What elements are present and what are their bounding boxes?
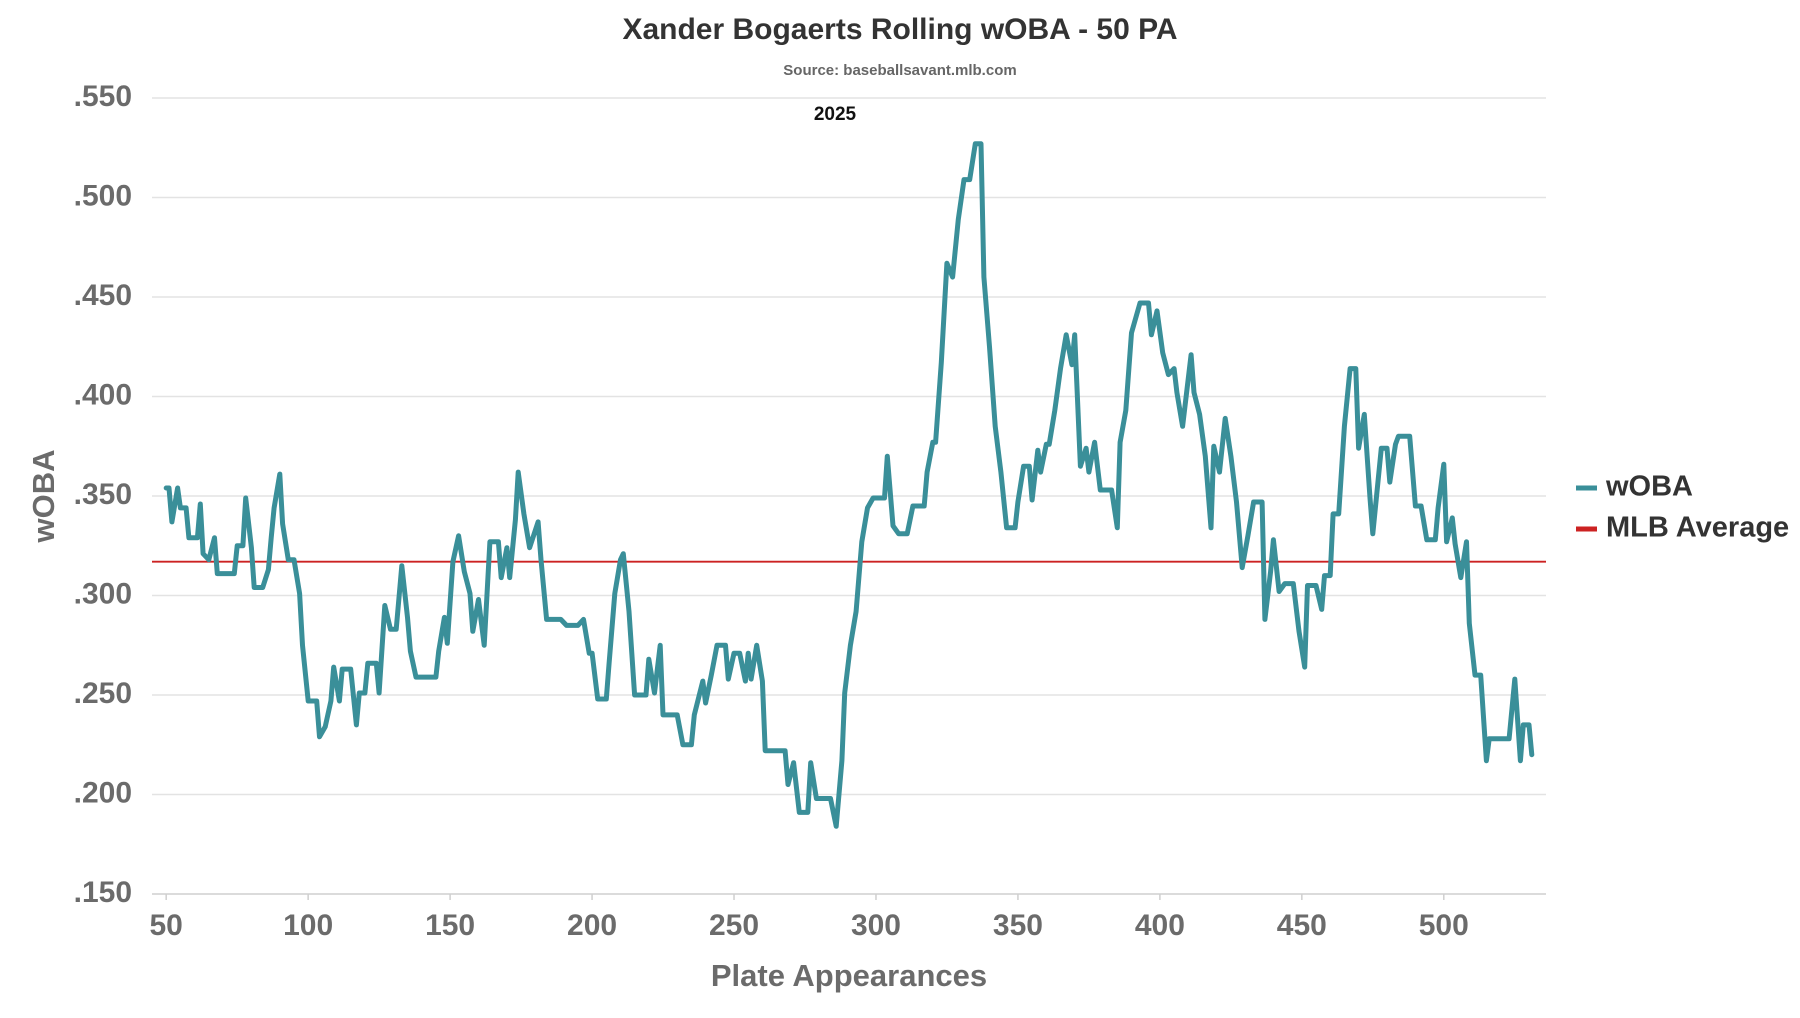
x-tick-label: 50 (150, 909, 183, 942)
legend-label: wOBA (1605, 471, 1693, 503)
y-tick-label: .400 (74, 378, 132, 411)
y-axis-label: wOBA (26, 450, 61, 544)
x-tick-label: 100 (283, 909, 333, 942)
x-axis-label: Plate Appearances (711, 958, 987, 993)
y-tick-label: .500 (74, 179, 132, 212)
chart-title: Xander Bogaerts Rolling wOBA - 50 PA (622, 13, 1177, 46)
x-tick-label: 350 (993, 909, 1043, 942)
x-tick-label: 450 (1277, 909, 1327, 942)
y-tick-label: .350 (74, 478, 132, 511)
x-tick-label: 400 (1135, 909, 1185, 942)
x-tick-label: 150 (425, 909, 475, 942)
y-tick-label: .450 (74, 279, 132, 312)
x-tick-label: 200 (567, 909, 617, 942)
chart-subtitle: Source: baseballsavant.mlb.com (783, 62, 1016, 79)
y-tick-label: .250 (74, 677, 132, 710)
x-tick-label: 250 (709, 909, 759, 942)
data-line (163, 141, 1535, 829)
x-tick-label: 500 (1419, 909, 1469, 942)
annotation: 2025 (814, 104, 857, 125)
y-tick-label: .550 (74, 80, 132, 113)
legend-label: MLB Average (1606, 512, 1789, 544)
y-tick-label: .200 (74, 776, 132, 809)
y-tick-label: .300 (74, 577, 132, 610)
x-tick-label: 300 (851, 909, 901, 942)
y-tick-label: .150 (74, 876, 132, 909)
